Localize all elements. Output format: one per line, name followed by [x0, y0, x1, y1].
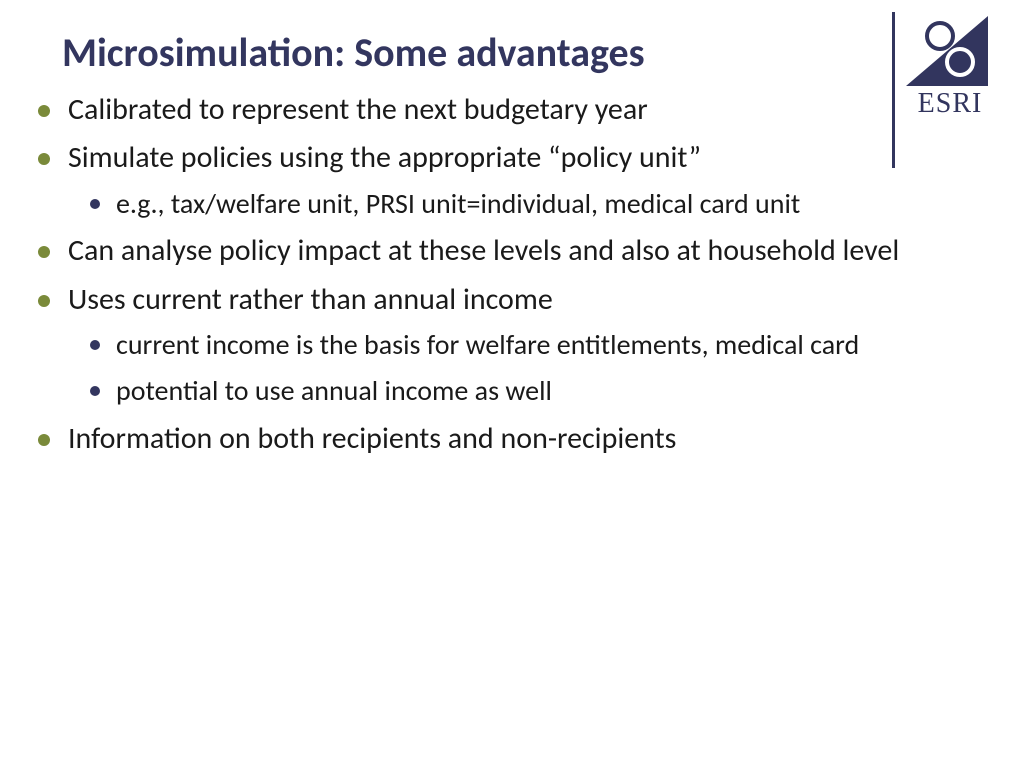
list-item: Calibrated to represent the next budgeta… [24, 91, 984, 129]
bullet-text: Simulate policies using the appropriate … [68, 139, 701, 176]
sub-bullet-text: current income is the basis for welfare … [116, 327, 859, 362]
slide-title: Microsimulation: Some advantages [62, 28, 984, 77]
bullet-text: Can analyse policy impact at these level… [68, 232, 899, 269]
sub-list-item: current income is the basis for welfare … [68, 327, 984, 363]
list-item: Simulate policies using the appropriate … [24, 139, 984, 222]
list-item: Information on both recipients and non-r… [24, 420, 984, 458]
sub-list-item: potential to use annual income as well [68, 373, 984, 409]
bullet-list: Calibrated to represent the next budgeta… [24, 91, 984, 458]
slide: ESRI Microsimulation: Some advantages Ca… [0, 0, 1024, 768]
bullet-text: Calibrated to represent the next budgeta… [68, 91, 648, 128]
sub-bullet-text: e.g., tax/welfare unit, PRSI unit=indivi… [116, 186, 800, 221]
sub-list-item: e.g., tax/welfare unit, PRSI unit=indivi… [68, 186, 984, 222]
bullet-text: Information on both recipients and non-r… [68, 420, 676, 457]
list-item: Uses current rather than annual income c… [24, 281, 984, 410]
bullet-text: Uses current rather than annual income [68, 281, 553, 318]
list-item: Can analyse policy impact at these level… [24, 232, 984, 270]
logo-triangle-icon [900, 12, 992, 90]
sub-bullet-list: e.g., tax/welfare unit, PRSI unit=indivi… [68, 186, 984, 222]
sub-bullet-list: current income is the basis for welfare … [68, 327, 984, 410]
sub-bullet-text: potential to use annual income as well [116, 373, 552, 408]
